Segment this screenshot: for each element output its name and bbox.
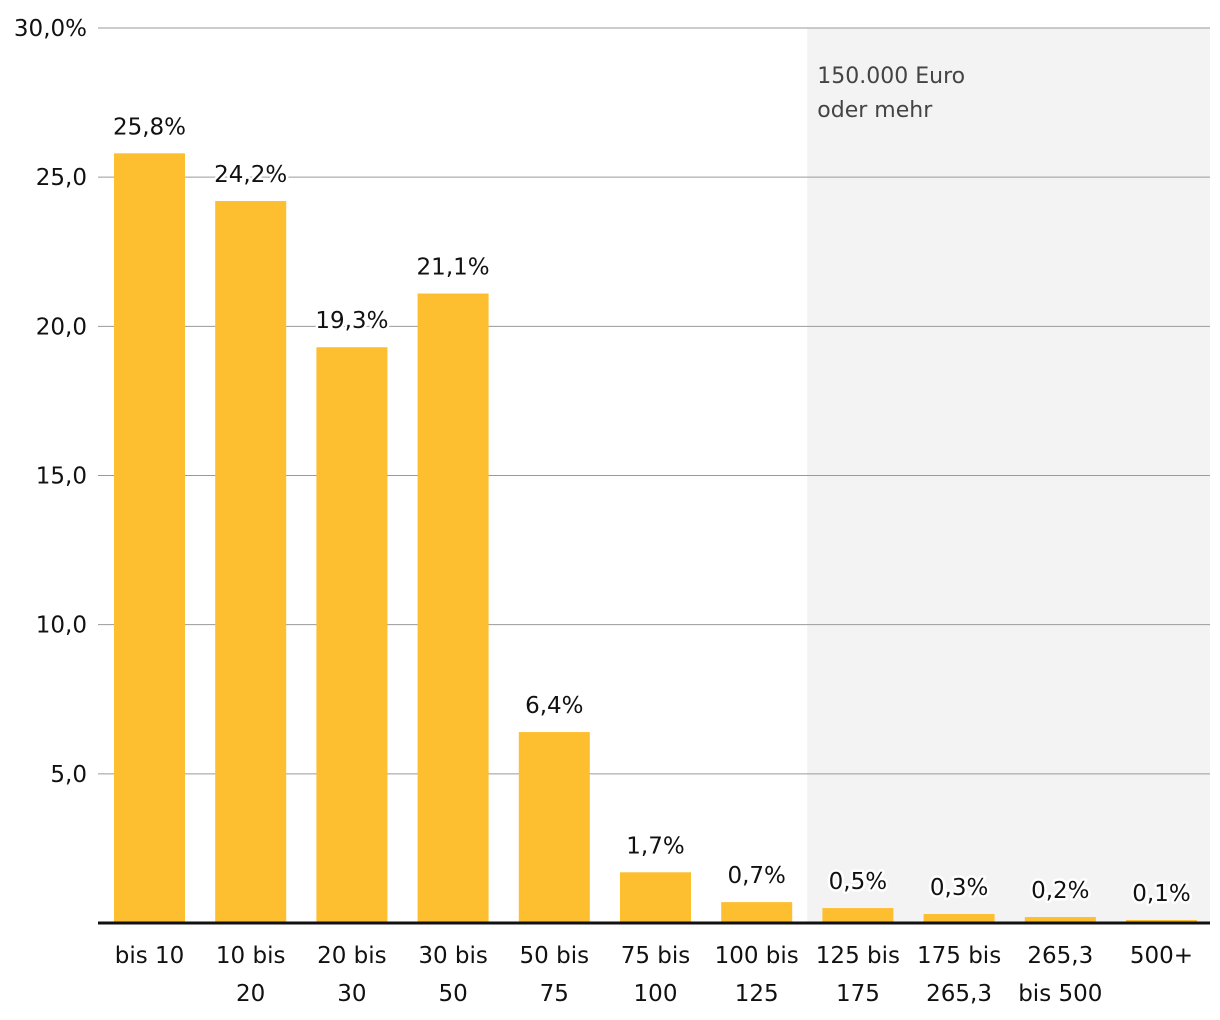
category-label: 100 bis <box>715 943 799 969</box>
category-label: 100 <box>634 981 678 1007</box>
category-label: 30 <box>337 981 366 1007</box>
data-label: 0,1% <box>1132 881 1190 907</box>
bar <box>316 347 388 923</box>
data-label: 24,2% <box>214 162 287 188</box>
category-labels: bis 10 10 bis 20 20 bis 30 30 bis 50 50 bis 75 75… <box>115 943 1193 1007</box>
category-label: 175 <box>836 981 880 1007</box>
category-label: 30 bis <box>418 943 488 969</box>
highlight-region-label: 150.000 Euro <box>817 64 965 89</box>
category-label: 500+ <box>1130 943 1193 969</box>
bar <box>822 908 894 923</box>
data-label: 19,3% <box>315 308 388 334</box>
bar <box>1024 917 1096 923</box>
category-label: 125 bis <box>816 943 900 969</box>
bars <box>114 153 1197 924</box>
data-label: 6,4% <box>525 693 583 719</box>
category-label: 175 bis <box>917 943 1001 969</box>
y-tick-label: 30,0% <box>14 16 87 42</box>
y-tick-label: 5,0 <box>50 762 87 788</box>
bar <box>215 201 287 924</box>
data-labels: 25,8% 24,2% 19,3% 21,1% 6,4% 1,7% 0,7% 0,5% 0,3%… <box>110 112 1193 910</box>
bar <box>721 902 793 923</box>
category-label: bis 10 <box>115 943 185 969</box>
category-label: 10 bis <box>216 943 286 969</box>
y-axis-ticks: 5,0 10,0 15,0 20,0 25,0 30,0% <box>14 16 87 788</box>
category-label: 75 bis <box>621 943 691 969</box>
bar <box>923 914 995 923</box>
category-label: 125 <box>735 981 779 1007</box>
category-label: 50 <box>438 981 467 1007</box>
category-label: 265,3 <box>1027 943 1093 969</box>
y-tick-label: 10,0 <box>36 613 87 639</box>
category-label: 75 <box>540 981 569 1007</box>
category-label: 265,3 <box>926 981 992 1007</box>
data-label: 21,1% <box>417 255 490 281</box>
data-label: 0,5% <box>829 869 887 895</box>
data-label: 25,8% <box>113 114 186 140</box>
highlight-region-label: oder mehr <box>817 98 933 123</box>
y-tick-label: 15,0 <box>36 464 87 490</box>
category-label: bis 500 <box>1018 981 1102 1007</box>
data-label: 0,3% <box>930 875 988 901</box>
data-label: 0,2% <box>1031 878 1089 904</box>
y-tick-label: 20,0 <box>36 314 87 340</box>
category-label: 50 bis <box>520 943 590 969</box>
category-label: 20 <box>236 981 265 1007</box>
category-label: 20 bis <box>317 943 387 969</box>
data-label: 0,7% <box>727 863 785 889</box>
bar <box>518 732 590 923</box>
y-tick-label: 25,0 <box>36 165 87 191</box>
bar <box>114 153 185 924</box>
bar <box>417 293 489 923</box>
data-label: 1,7% <box>626 833 684 859</box>
bar <box>620 872 691 923</box>
